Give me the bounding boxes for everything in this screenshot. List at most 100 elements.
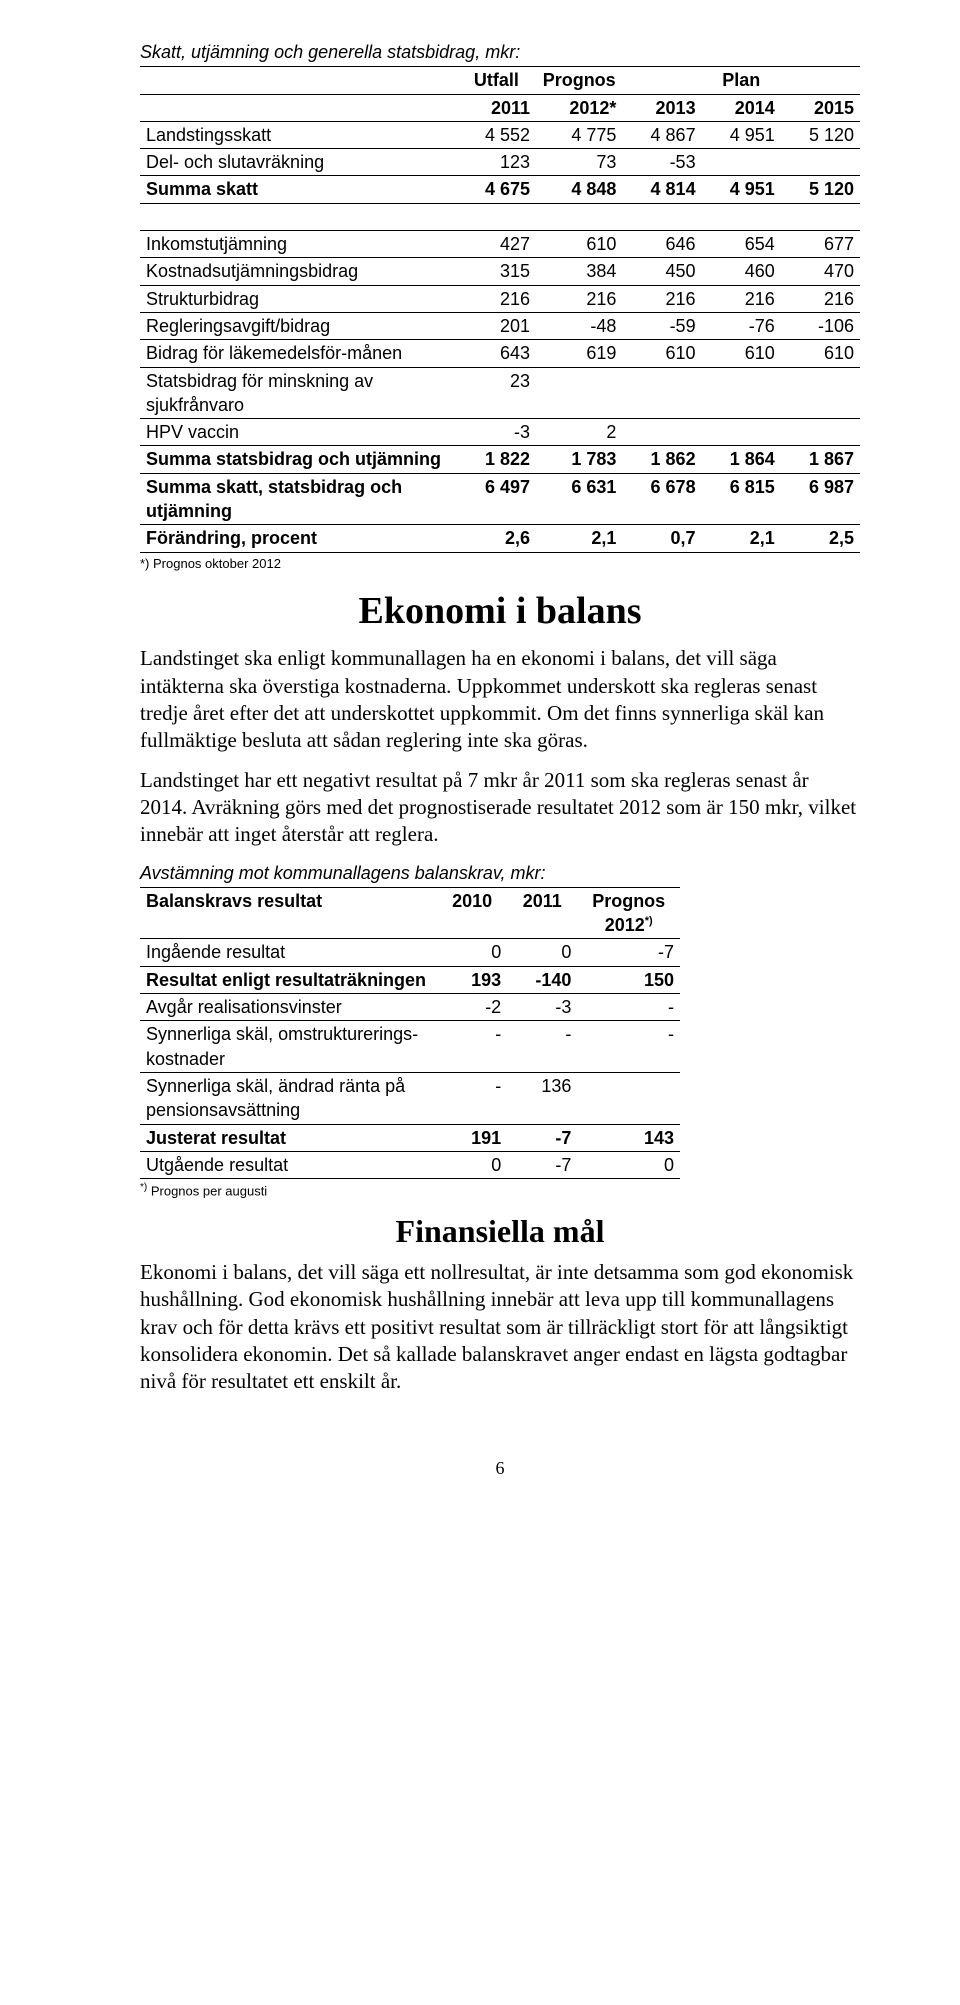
cell: -2 <box>437 994 507 1021</box>
cell: 610 <box>781 340 860 367</box>
table1: Utfall Prognos Plan 2011 2012* 2013 2014… <box>140 66 860 552</box>
th-plan: Plan <box>622 67 860 94</box>
cell: -59 <box>622 312 701 339</box>
row-label: Regleringsavgift/bidrag <box>140 312 457 339</box>
cell: 1 867 <box>781 446 860 473</box>
table1-footnote: *) Prognos oktober 2012 <box>140 555 860 573</box>
cell: 2,5 <box>781 525 860 552</box>
cell <box>536 367 622 419</box>
cell: -76 <box>702 312 781 339</box>
t2-footnote-text: Prognos per augusti <box>147 1183 267 1198</box>
page-number: 6 <box>140 1456 860 1480</box>
t2-head-2011: 2011 <box>507 887 577 939</box>
cell: 654 <box>702 231 781 258</box>
cell: 2,6 <box>457 525 536 552</box>
th-utfall: Utfall <box>457 67 536 94</box>
cell: 150 <box>577 966 680 993</box>
cell: 2 <box>536 419 622 446</box>
cell: 216 <box>457 285 536 312</box>
table1-spacer <box>140 203 860 230</box>
cell: 0 <box>437 939 507 966</box>
table-row: Regleringsavgift/bidrag201-48-59-76-106 <box>140 312 860 339</box>
table1-header-row1: Utfall Prognos Plan <box>140 67 860 94</box>
cell: 427 <box>457 231 536 258</box>
cell <box>781 419 860 446</box>
cell: 0 <box>437 1151 507 1178</box>
cell: 6 631 <box>536 473 622 525</box>
cell: - <box>437 1021 507 1073</box>
yr-2015: 2015 <box>781 94 860 121</box>
row-label: Utgående resultat <box>140 1151 437 1178</box>
cell: 4 775 <box>536 121 622 148</box>
cell: 646 <box>622 231 701 258</box>
cell: 0,7 <box>622 525 701 552</box>
cell: 216 <box>702 285 781 312</box>
cell: 191 <box>437 1124 507 1151</box>
table-row: Strukturbidrag216216216216216 <box>140 285 860 312</box>
row-label: Avgår realisationsvinster <box>140 994 437 1021</box>
cell: -53 <box>622 149 701 176</box>
yr-2013: 2013 <box>622 94 701 121</box>
cell: 4 814 <box>622 176 701 203</box>
cell: 4 951 <box>702 176 781 203</box>
row-label: Del- och slutavräkning <box>140 149 457 176</box>
table1-header-row2: 2011 2012* 2013 2014 2015 <box>140 94 860 121</box>
cell: 610 <box>536 231 622 258</box>
table2-caption: Avstämning mot kommunallagens balanskrav… <box>140 861 860 885</box>
cell: 5 120 <box>781 121 860 148</box>
cell: 1 822 <box>457 446 536 473</box>
heading-ekonomi-i-balans: Ekonomi i balans <box>140 586 860 637</box>
yr-blank <box>140 94 457 121</box>
cell: 216 <box>781 285 860 312</box>
cell: 4 675 <box>457 176 536 203</box>
table-row: Justerat resultat191-7143 <box>140 1124 680 1151</box>
table2-header-row: Balanskravs resultat 2010 2011 Prognos20… <box>140 887 680 939</box>
row-label: Strukturbidrag <box>140 285 457 312</box>
cell: -106 <box>781 312 860 339</box>
table-row: Landstingsskatt4 5524 7754 8674 9515 120 <box>140 121 860 148</box>
cell: - <box>507 1021 577 1073</box>
cell: 73 <box>536 149 622 176</box>
cell <box>702 367 781 419</box>
cell: 5 120 <box>781 176 860 203</box>
row-label: Summa skatt <box>140 176 457 203</box>
table-row: Kostnadsutjämningsbidrag315384450460470 <box>140 258 860 285</box>
cell: 0 <box>507 939 577 966</box>
table-row: Förändring, procent2,62,10,72,12,5 <box>140 525 860 552</box>
cell: 2,1 <box>702 525 781 552</box>
cell: 201 <box>457 312 536 339</box>
row-label: Ingående resultat <box>140 939 437 966</box>
cell: -7 <box>507 1124 577 1151</box>
yr-2012: 2012* <box>536 94 622 121</box>
cell: 4 867 <box>622 121 701 148</box>
cell: 1 783 <box>536 446 622 473</box>
cell: -7 <box>507 1151 577 1178</box>
cell: 6 815 <box>702 473 781 525</box>
table-row: Synnerliga skäl, omstrukturerings-kostna… <box>140 1021 680 1073</box>
row-label: Synnerliga skäl, omstrukturerings-kostna… <box>140 1021 437 1073</box>
cell: 460 <box>702 258 781 285</box>
cell: 4 951 <box>702 121 781 148</box>
cell: 315 <box>457 258 536 285</box>
cell <box>781 149 860 176</box>
cell: 0 <box>577 1151 680 1178</box>
t2-head-2010: 2010 <box>437 887 507 939</box>
t2-head-label: Balanskravs resultat <box>140 887 437 939</box>
cell: 6 497 <box>457 473 536 525</box>
cell: 216 <box>536 285 622 312</box>
row-label: Statsbidrag för minskning av sjukfrånvar… <box>140 367 457 419</box>
cell: 1 864 <box>702 446 781 473</box>
row-label: Landstingsskatt <box>140 121 457 148</box>
row-label: Summa skatt, statsbidrag och utjämning <box>140 473 457 525</box>
cell: - <box>577 994 680 1021</box>
cell: 23 <box>457 367 536 419</box>
row-label: Bidrag för läkemedelsför-månen <box>140 340 457 367</box>
para-ekonomi-2: Landstinget har ett negativt resultat på… <box>140 767 860 849</box>
table-row: Summa skatt, statsbidrag och utjämning6 … <box>140 473 860 525</box>
table-row: Ingående resultat00-7 <box>140 939 680 966</box>
table-row: Avgår realisationsvinster-2-3- <box>140 994 680 1021</box>
cell: 216 <box>622 285 701 312</box>
row-label: Justerat resultat <box>140 1124 437 1151</box>
row-label: Kostnadsutjämningsbidrag <box>140 258 457 285</box>
table2: Balanskravs resultat 2010 2011 Prognos20… <box>140 887 680 1179</box>
